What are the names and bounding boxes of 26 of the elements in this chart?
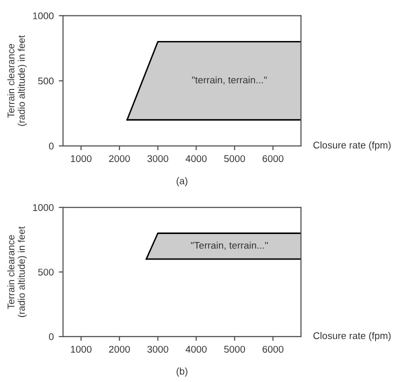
x-axis-title: Closure rate (fpm) [313,332,391,342]
x-tick-label: 5000 [224,346,246,353]
x-tick-label: 3000 [147,346,168,353]
y-tick-label: 500 [38,268,54,276]
x-tick-label: 5000 [224,155,246,162]
x-tick-label: 2000 [109,346,130,353]
y-axis-title: Terrain clearance (radio altitude) in feet [7,35,27,126]
y-tick-label: 1000 [33,204,54,212]
x-tick-label: 3000 [147,155,168,162]
y-tick-label: 0 [48,142,54,150]
text: (b) [176,368,188,377]
x-tick-label: 6000 [262,155,284,162]
x-tick-label: 1000 [70,155,92,162]
x-tick-label: 2000 [109,155,130,162]
text: (a) [176,177,188,186]
y-tick-label: 500 [38,78,54,84]
x-tick-label: 4000 [186,346,207,353]
x-tick-label: 6000 [262,346,284,353]
x-axis-title: Closure rate (fpm) [313,141,391,150]
x-tick-label: 1000 [70,346,92,353]
y-tick-label: 1000 [33,12,54,20]
y-axis-title: Terrain clearance (radio altitude) in feet [7,226,27,318]
annotation: "terrain, terrain..." [192,76,267,85]
x-tick-label: 4000 [186,155,207,162]
y-tick-label: 0 [48,333,54,340]
annotation: "Terrain, terrain..." [190,242,268,250]
